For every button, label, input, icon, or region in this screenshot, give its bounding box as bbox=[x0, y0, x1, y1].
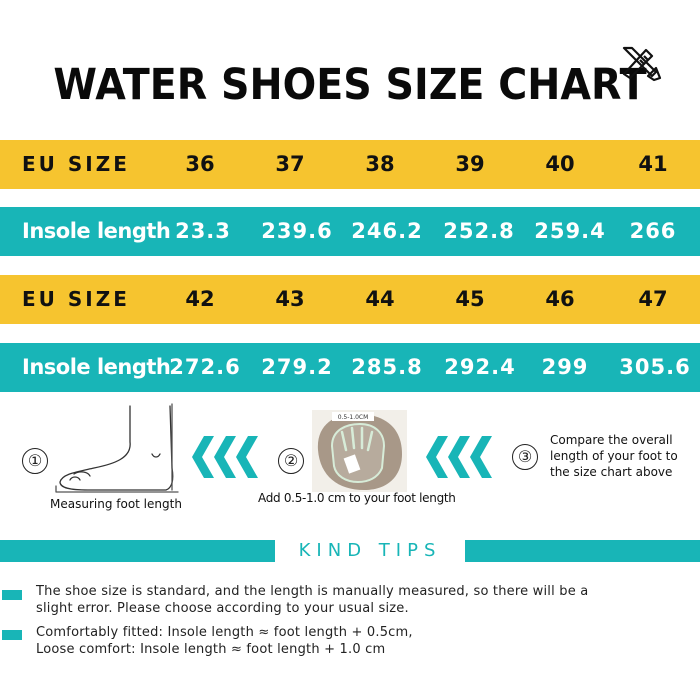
table-cell: 38 bbox=[365, 152, 395, 176]
row-label: EU SIZE bbox=[22, 287, 130, 311]
tip-1: The shoe size is standard, and the lengt… bbox=[36, 583, 676, 617]
tip-marker bbox=[2, 590, 22, 600]
tip-1-line-2: slight error. Please choose according to… bbox=[36, 601, 409, 616]
table-cell: 43 bbox=[275, 287, 305, 311]
table-cell: 252.8 bbox=[443, 219, 515, 243]
kind-tips-heading: KIND TIPS bbox=[275, 540, 465, 562]
tip-1-line-1: The shoe size is standard, and the lengt… bbox=[36, 584, 589, 599]
table-cell: 44 bbox=[365, 287, 395, 311]
table-cell: 39 bbox=[455, 152, 485, 176]
row-label: EU SIZE bbox=[22, 152, 130, 176]
table-cell: 279.2 bbox=[261, 355, 333, 379]
chevrons-arrow-icon bbox=[192, 436, 258, 478]
step-2-number: ② bbox=[278, 448, 304, 474]
row-label: Insole length bbox=[22, 355, 171, 379]
table-cell: 266 bbox=[629, 219, 677, 243]
step-2-caption: Add 0.5-1.0 cm to your foot length bbox=[258, 491, 456, 505]
tip-marker bbox=[2, 630, 22, 640]
table-cell: 40 bbox=[545, 152, 575, 176]
foot-measure-illustration bbox=[55, 403, 179, 493]
table-cell: 41 bbox=[638, 152, 668, 176]
table-cell: 45 bbox=[455, 287, 485, 311]
table-cell: 299 bbox=[541, 355, 589, 379]
table-cell: 246.2 bbox=[351, 219, 423, 243]
step-3-caption: Compare the overall length of your foot … bbox=[550, 433, 678, 479]
step-3-number: ③ bbox=[512, 444, 538, 470]
tip-2: Comfortably fitted: Insole length ≈ foot… bbox=[36, 624, 676, 658]
step-1-number: ① bbox=[22, 448, 48, 474]
step-1-caption: Measuring foot length bbox=[50, 497, 182, 511]
inset-label: 0.5-1.0CM bbox=[338, 414, 369, 421]
pencil-ruler-icon bbox=[622, 46, 662, 82]
table-cell: 37 bbox=[275, 152, 305, 176]
table-cell: 47 bbox=[638, 287, 668, 311]
tip-2-line-2: Loose comfort: Insole length ≈ foot leng… bbox=[36, 642, 386, 657]
table-cell: 42 bbox=[185, 287, 215, 311]
size-row-1: EU SIZE 36 37 38 39 40 41 bbox=[0, 140, 700, 189]
size-row-2: EU SIZE 42 43 44 45 46 47 bbox=[0, 275, 700, 324]
table-cell: 285.8 bbox=[351, 355, 423, 379]
table-cell: 36 bbox=[185, 152, 215, 176]
table-cell: 239.6 bbox=[261, 219, 333, 243]
table-cell: 259.4 bbox=[534, 219, 606, 243]
chevrons-arrow-icon bbox=[426, 436, 492, 478]
insole-illustration: 0.5-1.0CM bbox=[312, 410, 407, 492]
table-cell: 272.6 bbox=[169, 355, 241, 379]
row-label: Insole length bbox=[22, 219, 171, 243]
table-cell: 292.4 bbox=[444, 355, 516, 379]
insole-row-2: Insole length 272.6 279.2 285.8 292.4 29… bbox=[0, 343, 700, 392]
table-cell: 23.3 bbox=[175, 219, 231, 243]
table-cell: 46 bbox=[545, 287, 575, 311]
tip-2-line-1: Comfortably fitted: Insole length ≈ foot… bbox=[36, 625, 413, 640]
chart-title: WATER SHOES SIZE CHART bbox=[53, 60, 647, 110]
table-cell: 305.6 bbox=[619, 355, 691, 379]
insole-row-1: Insole length 23.3 239.6 246.2 252.8 259… bbox=[0, 207, 700, 256]
